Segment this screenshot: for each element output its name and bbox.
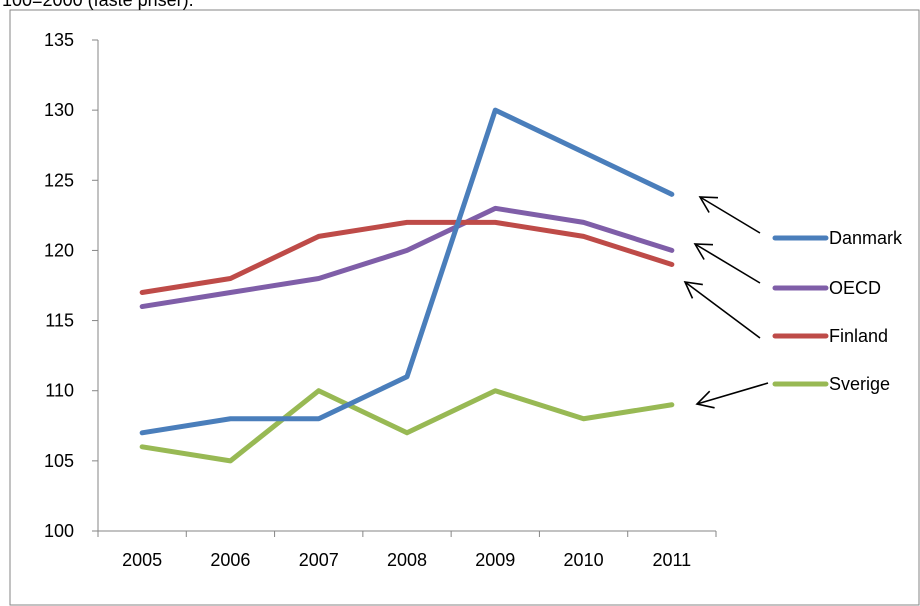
- x-tick-label: 2009: [475, 550, 515, 570]
- x-tick-label: 2008: [387, 550, 427, 570]
- legend-label-sverige: Sverige: [829, 374, 890, 394]
- callout-arrow: [698, 196, 761, 234]
- legend-label-oecd: OECD: [829, 278, 881, 298]
- chart-caption: 100=2000 (faste priser).: [2, 0, 194, 10]
- legend-label-finland: Finland: [829, 326, 888, 346]
- y-tick-label: 130: [44, 100, 74, 120]
- series-line-finland: [139, 219, 675, 296]
- y-tick-label: 115: [45, 311, 74, 331]
- x-tick-label: 2007: [299, 550, 339, 570]
- legend-label-danmark: Danmark: [829, 228, 903, 248]
- callout-arrow: [693, 243, 761, 284]
- callout-arrows: [683, 196, 769, 409]
- axes: 100 105 110 115 120 125 130 135 2005 2006 2007 2008…: [44, 30, 717, 570]
- series-line-sverige: [139, 388, 675, 464]
- y-tick-label: 110: [45, 381, 74, 401]
- y-tick-label: 100: [44, 521, 74, 541]
- x-tick-label: 2011: [652, 550, 691, 570]
- y-tick-label: 125: [44, 170, 74, 190]
- y-tick-label: 135: [44, 30, 74, 50]
- x-tick-label: 2005: [122, 550, 162, 570]
- legend: Danmark OECD Finland Sverige: [772, 228, 903, 394]
- series-line-oecd: [139, 205, 675, 310]
- series-line-danmark: [139, 107, 675, 436]
- x-tick-label: 2010: [564, 550, 604, 570]
- callout-arrow: [695, 382, 769, 409]
- y-tick-label: 120: [44, 240, 74, 260]
- series-lines: [139, 107, 675, 464]
- y-tick-label: 105: [44, 451, 74, 471]
- callout-arrow: [683, 281, 761, 339]
- x-tick-label: 2006: [210, 550, 250, 570]
- chart-frame: [9, 9, 920, 606]
